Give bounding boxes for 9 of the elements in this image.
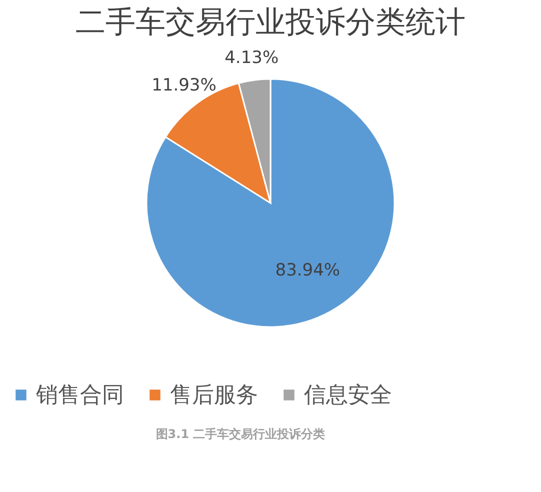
data-label: 4.13% [224,48,279,68]
legend-label: 信息安全 [304,383,392,408]
data-label: 11.93% [152,75,216,96]
data-label: 83.94% [275,260,340,280]
pie-slice [146,78,396,328]
chart-title: 二手车交易行业投诉分类统计 [76,5,466,40]
legend-label: 销售合同 [35,383,124,408]
caption: 图3.1 二手车交易行业投诉分类 [156,427,326,441]
legend-label: 售后服务 [170,383,258,408]
